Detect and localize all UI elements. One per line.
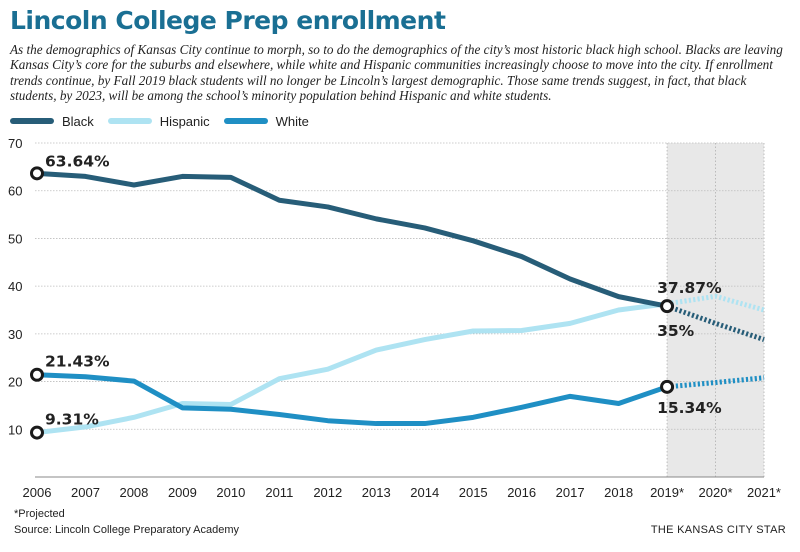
series-line-black <box>34 170 670 309</box>
y-tick-label-30: 30 <box>8 327 22 342</box>
marker-hispanic-start <box>30 425 44 440</box>
projected-region <box>667 143 764 477</box>
annotation-label-9-31pct: 9.31% <box>45 411 99 429</box>
y-tick-label-70: 70 <box>8 136 22 151</box>
x-tick-label-2010: 2010 <box>216 485 245 500</box>
series-projection-hispanic <box>666 293 765 313</box>
legend-item-hispanic: Hispanic <box>107 113 210 129</box>
y-tick-label-10: 10 <box>8 422 22 437</box>
legend-swatch-white <box>223 118 268 124</box>
x-tick-label-2009: 2009 <box>168 485 197 500</box>
source-note: Source: Lincoln College Preparatory Acad… <box>14 524 240 536</box>
annotation-label-35pct: 35% <box>657 322 695 340</box>
x-tick-label-2020: 2020* <box>699 485 733 500</box>
y-tick-label-40: 40 <box>8 279 22 294</box>
legend-item-white: White <box>223 113 309 129</box>
legend-swatch-black <box>10 118 54 124</box>
y-tick-label-20: 20 <box>8 375 22 390</box>
brand-credit: THE KANSAS CITY STAR <box>650 524 786 536</box>
x-tick-label-2011: 2011 <box>265 485 293 500</box>
legend-item-black: Black <box>10 114 94 129</box>
series-projection-white <box>666 375 765 390</box>
annotation-label-21-43pct: 21.43% <box>45 353 110 371</box>
legend-label-hispanic: Hispanic <box>159 113 210 129</box>
projected-footnote: *Projected <box>14 508 65 520</box>
x-tick-label-2017: 2017 <box>556 485 585 500</box>
x-tick-label-2021: 2021* <box>747 485 781 500</box>
annotation-label-15-34pct: 15.34% <box>657 399 722 417</box>
marker-white-2019 <box>660 379 675 394</box>
series-line-hispanic <box>34 301 670 436</box>
x-tick-label-2018: 2018 <box>604 485 633 500</box>
x-tick-label-2019: 2019* <box>650 485 684 500</box>
legend: Black Hispanic White <box>10 112 323 130</box>
marker-black-start <box>30 166 44 181</box>
chart-subtitle: As the demographics of Kansas City conti… <box>10 42 783 104</box>
x-tick-label-2006: 2006 <box>23 485 52 500</box>
x-tick-label-2013: 2013 <box>362 485 391 500</box>
legend-label-white: White <box>275 113 309 129</box>
annotation-label-37-87pct: 37.87% <box>657 279 722 297</box>
legend-swatch-hispanic <box>107 118 152 124</box>
legend-label-black: Black <box>62 113 94 129</box>
x-tick-label-2008: 2008 <box>119 485 148 500</box>
y-tick-label-50: 50 <box>8 231 22 246</box>
y-tick-label-60: 60 <box>8 184 22 199</box>
series-line-white <box>34 372 670 427</box>
annotation-label-63-64pct: 63.64% <box>45 152 110 170</box>
chart-title: Lincoln College Prep enrollment <box>10 6 446 35</box>
x-tick-label-2012: 2012 <box>313 485 342 500</box>
marker-black-2019 <box>660 299 675 314</box>
marker-white-start <box>30 367 44 382</box>
x-tick-label-2016: 2016 <box>507 485 536 500</box>
series-projection-black <box>666 303 765 342</box>
x-tick-label-2015: 2015 <box>459 485 488 500</box>
x-tick-label-2014: 2014 <box>410 485 439 500</box>
x-tick-label-2007: 2007 <box>71 485 100 500</box>
